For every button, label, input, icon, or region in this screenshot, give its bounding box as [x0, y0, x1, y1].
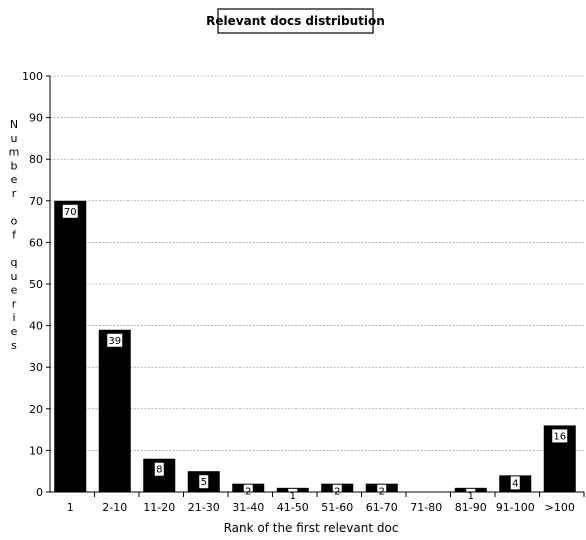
y-tick-label: 0 — [36, 486, 43, 499]
data-label-box — [332, 484, 342, 492]
y-axis-label-char: u — [11, 132, 18, 145]
x-axis-ticks: 1 2-10 11-20 21-30 31-40 41-50 51-60 61-70 71-80… — [67, 492, 585, 514]
data-label-box — [62, 204, 78, 218]
data-label: 70 — [64, 207, 77, 218]
data-label: 1 — [468, 491, 474, 502]
y-axis-label-char: f — [12, 228, 17, 241]
y-tick-label: 100 — [22, 70, 43, 83]
y-axis-label-char: N — [10, 118, 18, 131]
y-axis-label-char: r — [12, 297, 17, 310]
y-tick-label: 10 — [29, 444, 43, 457]
grid-layer — [50, 75, 584, 451]
x-tick-label: 51-60 — [321, 501, 353, 514]
y-tick-label: 90 — [29, 112, 43, 125]
y-axis-label-char: o — [11, 215, 18, 228]
y-tick-label: 70 — [29, 195, 43, 208]
x-tick-label: 71-80 — [410, 501, 442, 514]
bar — [98, 329, 131, 492]
x-tick-label: 2-10 — [102, 501, 127, 514]
y-tick-label: 40 — [29, 320, 43, 333]
y-axis-label-char: b — [11, 159, 18, 172]
data-label: 16 — [553, 431, 566, 442]
axes — [49, 76, 584, 493]
data-label-box — [243, 484, 253, 492]
y-axis-label-char: e — [11, 325, 18, 338]
chart-title-group: Relevant docs distribution — [206, 8, 385, 34]
y-axis-label-char: e — [11, 173, 18, 186]
x-tick-label: 91-100 — [496, 501, 535, 514]
data-label-box — [377, 484, 387, 492]
y-axis-label-char: m — [9, 146, 20, 159]
x-tick-label: >100 — [545, 501, 575, 514]
data-label-box — [552, 429, 568, 443]
y-tick-label: 60 — [29, 236, 43, 249]
y-axis-label-char: i — [12, 311, 15, 324]
data-label-box — [107, 333, 123, 347]
data-label: 1 — [290, 491, 296, 502]
data-label-box — [199, 475, 209, 489]
y-axis-label-char: s — [11, 339, 17, 352]
data-label-box — [466, 488, 476, 493]
x-tick-label: 41-50 — [277, 501, 309, 514]
x-tick-label: 1 — [67, 501, 74, 514]
data-label-box — [510, 476, 520, 490]
y-axis-ticks: 0 10 20 30 40 50 60 70 80 90 100 — [22, 70, 50, 499]
data-label: 8 — [156, 465, 162, 476]
x-tick-label: 11-20 — [143, 501, 175, 514]
x-tick-label: 61-70 — [366, 501, 398, 514]
data-label-box — [154, 462, 164, 476]
y-axis-label-char: e — [11, 284, 18, 297]
x-axis-label: Rank of the first relevant doc — [224, 521, 399, 535]
chart-title: Relevant docs distribution — [206, 14, 385, 28]
data-label: 5 — [201, 477, 207, 488]
chart-title-box — [217, 8, 374, 34]
y-tick-label: 20 — [29, 403, 43, 416]
x-tick-label: 31-40 — [232, 501, 264, 514]
x-tick-label: 21-30 — [188, 501, 220, 514]
x-tick-label: 81-90 — [455, 501, 487, 514]
y-tick-label: 30 — [29, 361, 43, 374]
y-tick-label: 80 — [29, 153, 43, 166]
data-label-box — [288, 488, 298, 493]
data-label: 39 — [108, 336, 121, 347]
y-axis-label-char: q — [11, 256, 18, 269]
y-axis-label-char: u — [11, 270, 18, 283]
y-axis-label-char: r — [12, 187, 17, 200]
y-tick-label: 50 — [29, 278, 43, 291]
bar — [54, 200, 87, 493]
data-label: 4 — [512, 478, 518, 489]
